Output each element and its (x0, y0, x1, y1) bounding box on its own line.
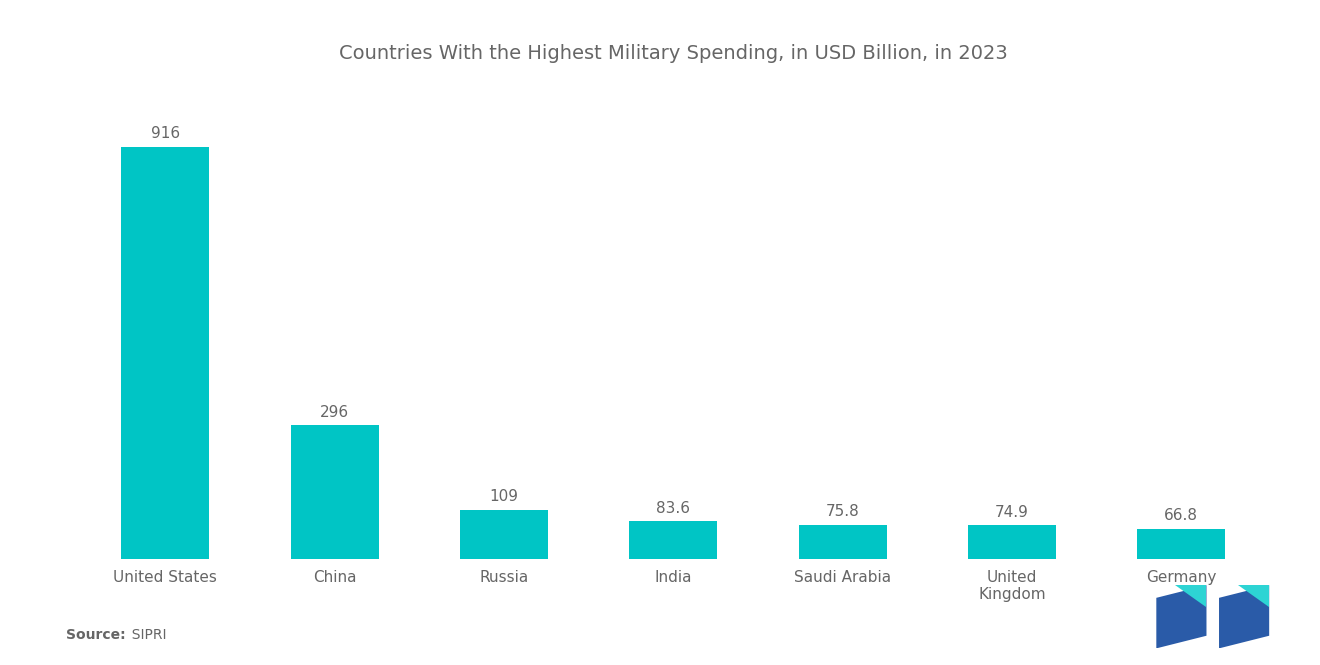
Text: Source:: Source: (66, 628, 125, 642)
Polygon shape (1238, 585, 1270, 607)
Text: 109: 109 (490, 489, 519, 504)
Text: 74.9: 74.9 (995, 505, 1028, 519)
Bar (630, 521, 717, 559)
Bar (968, 525, 1056, 559)
Title: Countries With the Highest Military Spending, in USD Billion, in 2023: Countries With the Highest Military Spen… (339, 44, 1007, 63)
Text: 296: 296 (319, 405, 348, 420)
Polygon shape (1156, 585, 1206, 648)
Bar (121, 147, 210, 559)
Polygon shape (1220, 585, 1270, 648)
Text: 916: 916 (150, 126, 180, 141)
Text: 75.8: 75.8 (825, 504, 859, 519)
Bar (290, 426, 379, 559)
Bar (1137, 529, 1225, 559)
Text: 83.6: 83.6 (656, 501, 690, 515)
Text: 66.8: 66.8 (1164, 508, 1199, 523)
Bar (799, 525, 887, 559)
Polygon shape (1175, 585, 1206, 607)
Text: SIPRI: SIPRI (123, 628, 166, 642)
Bar (459, 509, 548, 559)
